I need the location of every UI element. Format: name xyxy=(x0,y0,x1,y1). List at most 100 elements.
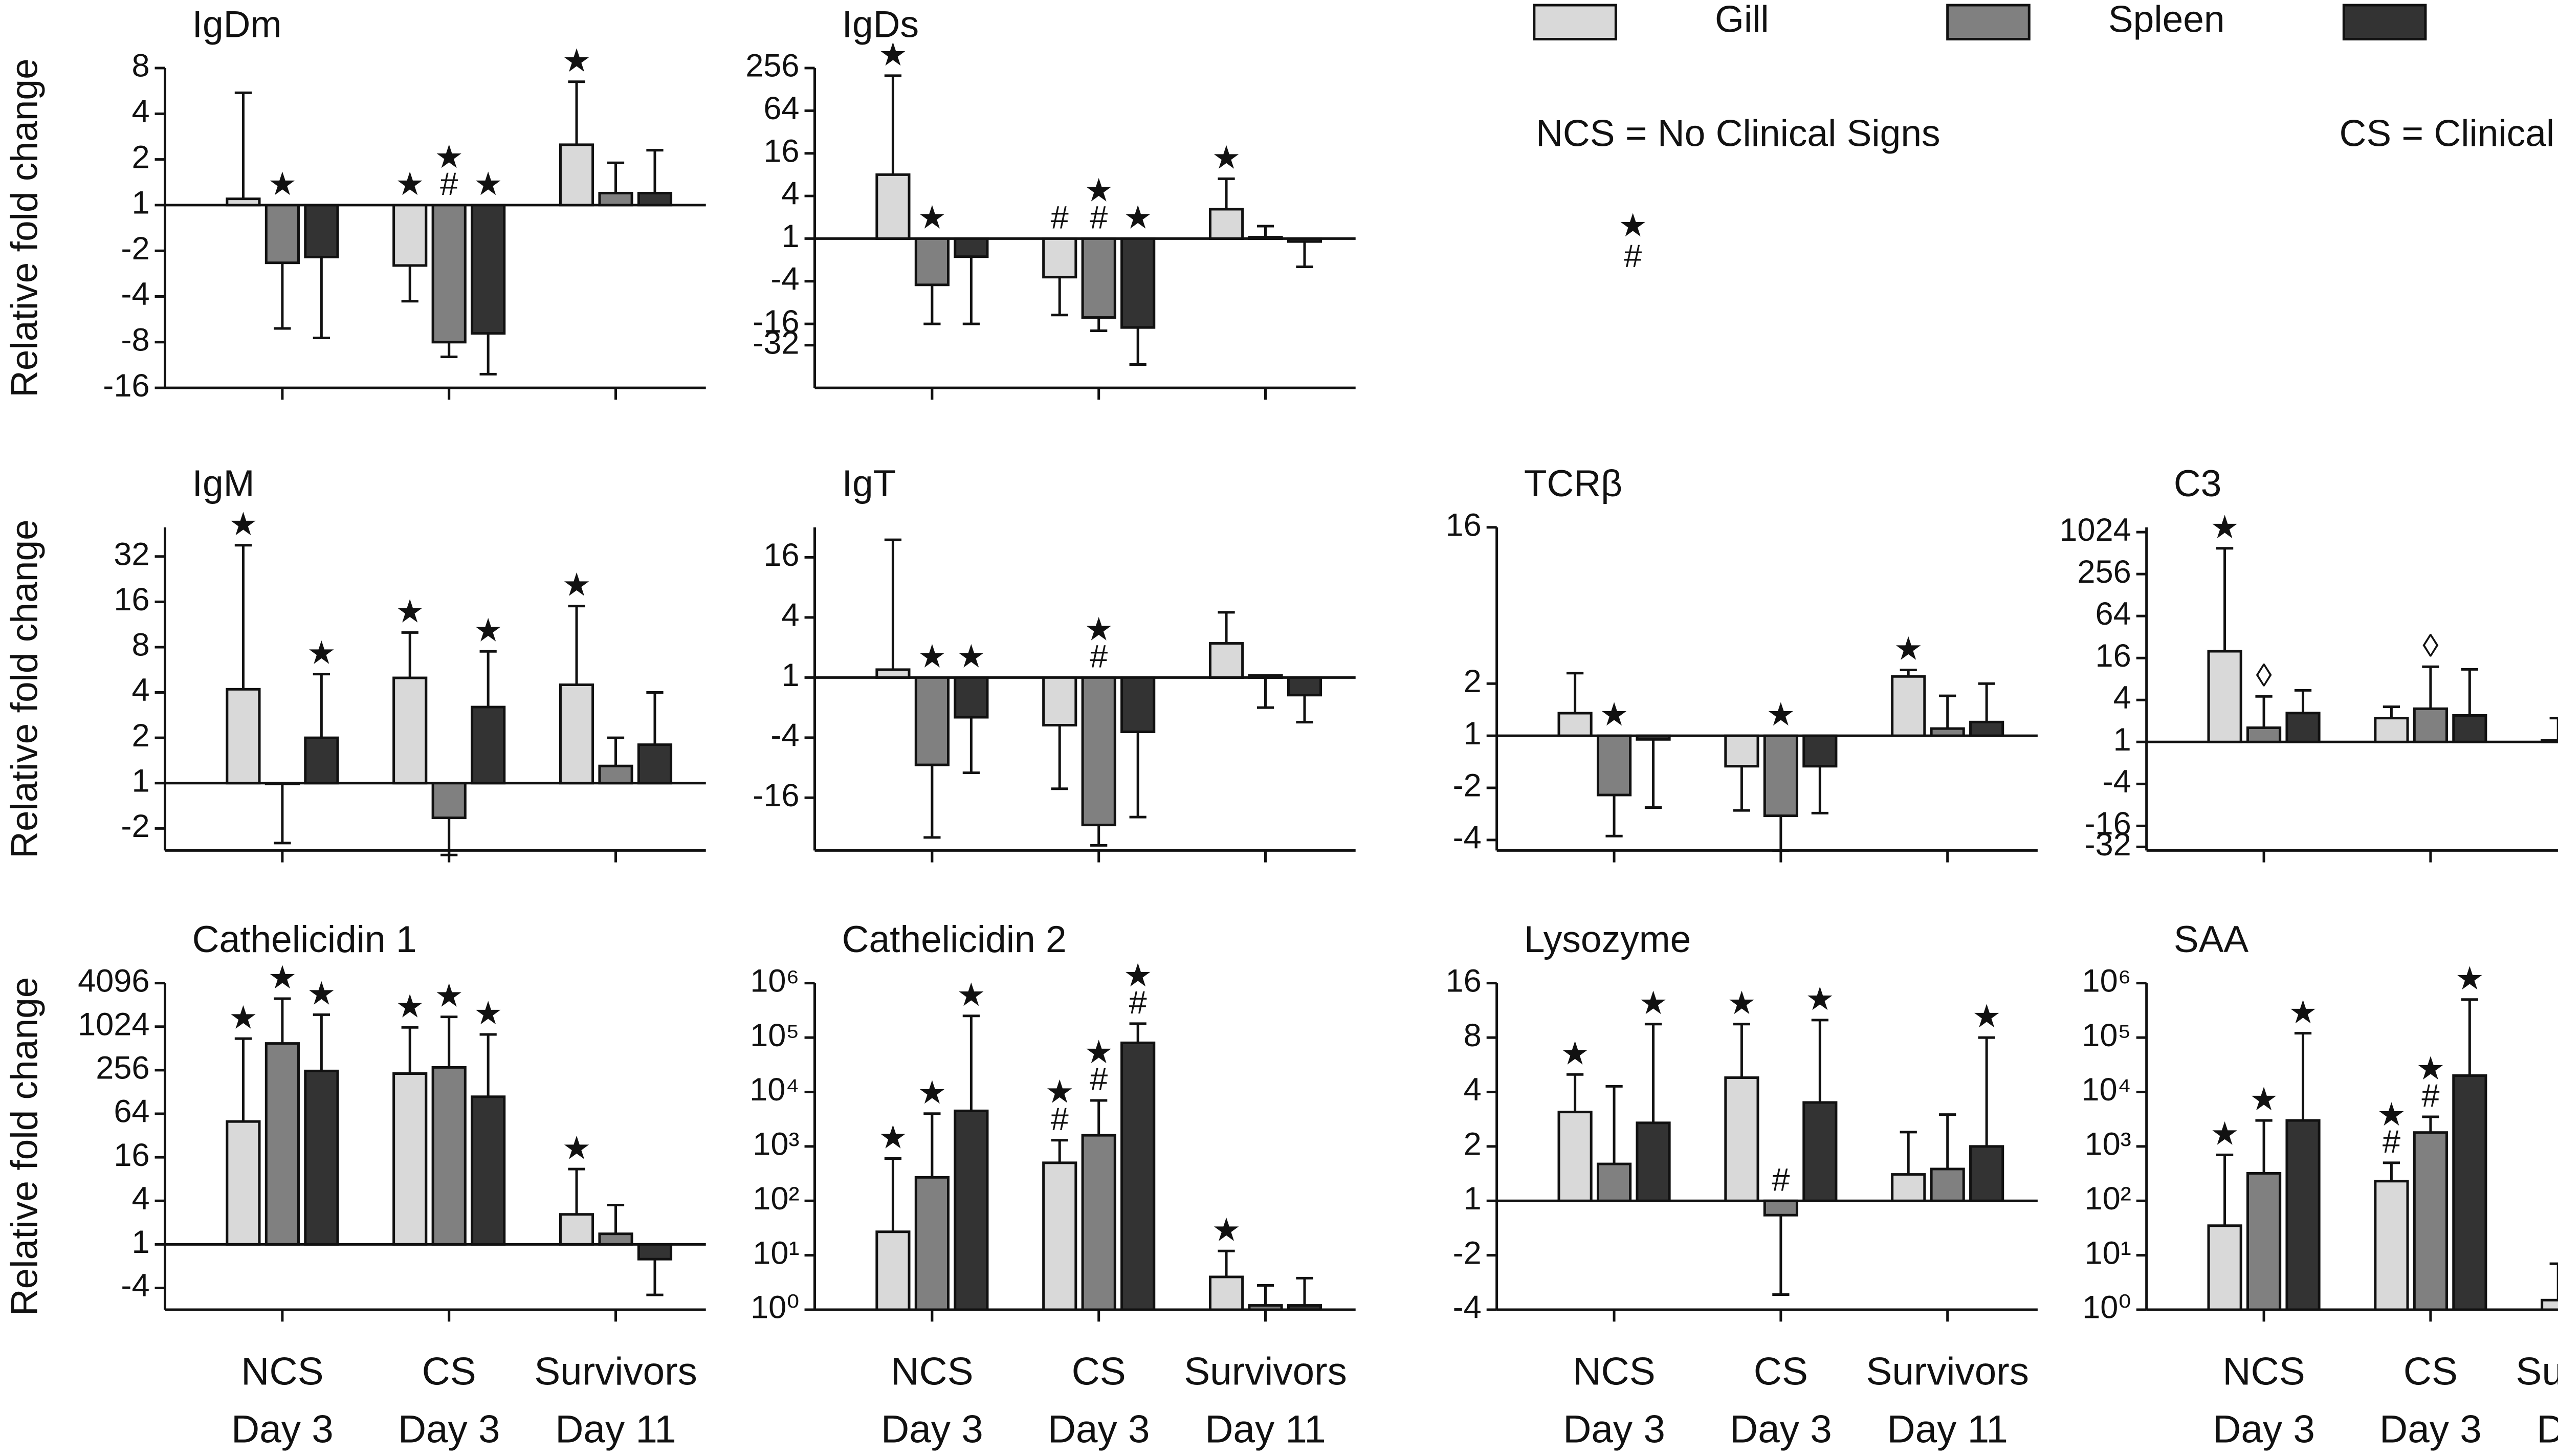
bar xyxy=(2413,1131,2448,1311)
annotation: ★ xyxy=(2250,1082,2279,1117)
bar xyxy=(1248,1304,1283,1311)
x-tick-label: Day 3 xyxy=(2213,1408,2315,1451)
y-tick-label: -4 xyxy=(770,718,799,754)
y-tick-label: 10⁶ xyxy=(2082,963,2131,999)
bar xyxy=(304,1069,339,1246)
y-tick-label: 1 xyxy=(2113,722,2131,758)
bar xyxy=(2374,1180,2409,1311)
y-tick-label: 1 xyxy=(1464,716,1482,752)
x-tick-label: Survivors xyxy=(1866,1350,2029,1394)
bar xyxy=(914,237,950,286)
bar xyxy=(226,197,261,207)
bar xyxy=(1969,1145,2004,1202)
bar xyxy=(954,1109,989,1311)
bar xyxy=(2452,1074,2487,1311)
annotation: ★ xyxy=(1212,1212,1241,1248)
y-tick-label: 10² xyxy=(2084,1181,2131,1217)
x-tick-label: Survivors xyxy=(1184,1350,1347,1394)
y-tick-label: 1 xyxy=(1464,1181,1482,1217)
panel-title: SAA xyxy=(2174,919,2249,960)
bar xyxy=(2207,650,2242,743)
y-tick-label: 8 xyxy=(131,627,149,663)
y-tick-label: 10⁰ xyxy=(2082,1290,2131,1326)
y-tick-label: 2 xyxy=(1464,1127,1482,1162)
bar xyxy=(264,1042,300,1246)
bar xyxy=(559,1213,594,1246)
bar xyxy=(1636,1121,1671,1202)
annotation: ★ xyxy=(474,166,503,202)
annotation: ★ xyxy=(434,139,464,175)
bar xyxy=(2285,1119,2321,1311)
annotation: # xyxy=(1090,200,1108,236)
x-tick-label: CS xyxy=(1072,1350,1126,1394)
annotation: ★ xyxy=(1894,631,1923,667)
x-tick-label: Day 3 xyxy=(1048,1408,1150,1451)
bar xyxy=(1208,1275,1244,1311)
annotation: ★ xyxy=(229,1000,258,1035)
y-tick-label: 1024 xyxy=(78,1006,149,1042)
bar xyxy=(1930,1167,1965,1202)
y-tick-label: 1 xyxy=(781,218,799,254)
bar xyxy=(1596,734,1632,797)
bar xyxy=(1042,237,1077,279)
y-tick-label: 10¹ xyxy=(753,1235,799,1271)
annotation: ★ xyxy=(395,988,425,1024)
y-tick-label: -16 xyxy=(2084,806,2131,842)
y-tick-label: 1 xyxy=(131,185,149,221)
bar xyxy=(392,1072,428,1246)
y-tick-label: 2 xyxy=(1464,664,1482,699)
annotation: ★ xyxy=(2210,510,2239,545)
y-tick-label: 256 xyxy=(2077,554,2131,590)
bar xyxy=(1120,1041,1156,1311)
x-tick-label: NCS xyxy=(2222,1350,2305,1394)
key-symbol: ★ xyxy=(1618,208,1647,244)
y-tick-label: 1 xyxy=(131,1224,149,1260)
bar xyxy=(1081,676,1116,827)
y-tick-label: -2 xyxy=(1453,1235,1482,1271)
y-tick-label: 4 xyxy=(131,94,149,129)
y-tick-label: 16 xyxy=(114,1137,149,1173)
annotation: ★ xyxy=(1600,697,1629,733)
annotation: ◊ xyxy=(2422,628,2439,664)
annotation: ★ xyxy=(1212,140,1241,176)
y-tick-label: -4 xyxy=(1453,820,1482,856)
y-tick-label: 64 xyxy=(114,1094,149,1130)
annotation: ★ xyxy=(1123,200,1153,236)
y-tick-label: 16 xyxy=(763,537,799,573)
y-tick-label: -16 xyxy=(753,778,799,813)
x-tick-label: Day 3 xyxy=(2379,1408,2482,1451)
y-tick-label: 8 xyxy=(131,48,149,84)
bar xyxy=(1891,1173,1926,1202)
y-tick-label: -4 xyxy=(770,261,799,297)
annotation: # xyxy=(1090,1062,1108,1097)
annotation: ★ xyxy=(307,976,336,1011)
annotation: ★ xyxy=(2288,995,2318,1030)
y-tick-label: 256 xyxy=(96,1050,149,1086)
annotation: ★ xyxy=(268,960,297,996)
annotation: ◊ xyxy=(2256,657,2272,693)
annotation: ★ xyxy=(2210,1116,2239,1152)
bar xyxy=(2246,726,2282,743)
bar xyxy=(1208,642,1244,679)
bar xyxy=(2541,739,2558,743)
bar xyxy=(1724,734,1759,768)
x-tick-label: NCS xyxy=(241,1350,323,1394)
bar xyxy=(598,1232,633,1246)
legend-swatch xyxy=(1946,4,2031,41)
bar xyxy=(1636,734,1671,741)
x-tick-label: Day 11 xyxy=(1887,1408,2008,1451)
annotation: ★ xyxy=(474,612,503,648)
panel-title: IgDs xyxy=(842,4,919,46)
bar xyxy=(264,204,300,264)
y-tick-label: 256 xyxy=(745,48,799,84)
annotation: # xyxy=(1090,638,1108,674)
y-tick-label: 4 xyxy=(1464,1072,1482,1108)
y-tick-label: 1 xyxy=(131,763,149,799)
panel-title: Cathelicidin 1 xyxy=(192,919,417,960)
bar xyxy=(392,676,428,785)
x-tick-label: Day 3 xyxy=(1730,1408,1832,1451)
x-tick-label: NCS xyxy=(1573,1350,1655,1394)
bar xyxy=(471,1095,506,1246)
annotation: ★ xyxy=(562,1130,591,1166)
annotation: ★ xyxy=(957,638,986,674)
